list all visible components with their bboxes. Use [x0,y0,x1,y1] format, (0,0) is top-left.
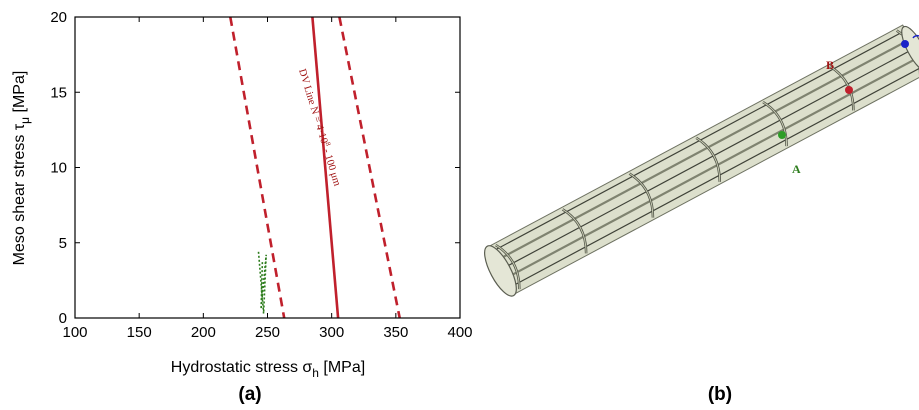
stent-illustration [484,24,919,297]
chart-panel-a: 100 150 200 250 300 350 400 0 5 10 15 20 Hydrostati… [11,9,473,405]
dv-solid-line [311,17,340,318]
point-b-marker [845,86,853,94]
stent-ring-highlight [495,244,520,290]
blue-point-marker [901,40,909,48]
series-layer [229,17,401,318]
y-tick-label: 10 [50,160,67,177]
y-tick-label: 5 [59,235,67,252]
x-tick-label: 200 [191,324,216,341]
stent-end-cap [901,25,919,72]
x-tick-label: 400 [447,324,472,341]
point-a-marker [778,131,786,139]
y-axis-label: Meso shear stress τμ [MPa] [11,71,32,266]
x-axis-label: Hydrostatic stress σh [MPa] [171,359,365,380]
stent-panel-b: B A (b) [484,24,919,405]
x-tick-label: 100 [62,324,87,341]
y-tick-label: 0 [59,310,67,327]
stent-strut [507,57,917,278]
x-tick-label: 350 [383,324,408,341]
point-a-label: A [792,162,801,176]
stent-ring-highlight [629,173,654,218]
stent-ring-highlight [762,101,788,147]
tick-layer: 100 150 200 250 300 350 400 0 5 10 15 20 [50,9,472,341]
panel-a-label: (a) [238,384,261,405]
dv-dashed-line [338,17,401,318]
stent-strut [503,49,912,269]
stress-path-line [257,251,267,314]
y-tick-label: 20 [50,9,67,26]
x-tick-label: 150 [127,324,152,341]
y-tick-label: 15 [50,84,67,101]
x-tick-label: 250 [255,324,280,341]
panel-b-label: (b) [708,384,732,405]
plot-frame [74,16,461,319]
stent-end-cap [484,245,517,297]
stent-strut [493,31,903,252]
stent-ring-highlight [695,137,721,182]
stent-strut [498,40,908,261]
stent-ring-highlight [562,208,587,254]
point-b-label: B [826,58,834,72]
stent-ring-highlight [829,65,854,111]
dv-line-annotation: DV Line N = 4·108 - 100 μm [296,67,344,187]
dv-dashed-line [229,17,286,318]
x-tick-label: 300 [319,324,344,341]
